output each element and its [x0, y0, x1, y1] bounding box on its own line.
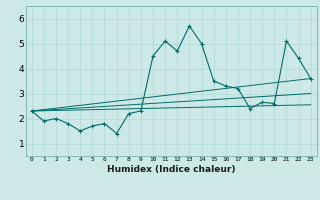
X-axis label: Humidex (Indice chaleur): Humidex (Indice chaleur): [107, 165, 236, 174]
